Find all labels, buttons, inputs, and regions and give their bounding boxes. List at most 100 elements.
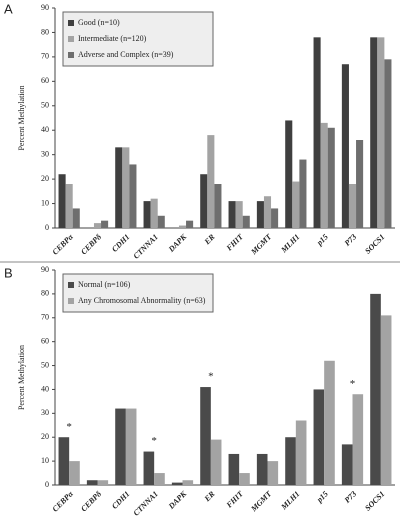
bar: [65, 184, 73, 228]
bar: [235, 201, 243, 228]
y-tick-label: 10: [41, 198, 49, 207]
bar: [200, 387, 211, 485]
y-tick-label: 60: [41, 336, 49, 345]
legend-label: Any Chromosomal Abnormality (n=63): [78, 296, 206, 305]
bar: [178, 225, 187, 228]
bar: [86, 480, 98, 485]
x-tick-label: MLH1: [279, 232, 302, 255]
bar: [348, 184, 357, 228]
annotation: *: [208, 371, 214, 383]
bar: [341, 444, 353, 485]
x-tick-label: SOCS1: [363, 489, 386, 512]
bar: [210, 439, 222, 485]
bar: [154, 473, 165, 485]
y-tick-label: 80: [41, 289, 49, 298]
y-tick-label: 40: [41, 384, 49, 393]
bar: [150, 198, 158, 228]
legend-label: Adverse and Complex (n=39): [78, 50, 174, 59]
bar: [101, 220, 109, 228]
bar: [299, 159, 307, 228]
y-tick-label: 30: [41, 149, 49, 158]
legend-swatch: [68, 298, 74, 304]
legend-swatch: [68, 36, 74, 42]
bar: [263, 196, 272, 228]
bar: [143, 451, 155, 485]
bar: [58, 174, 66, 228]
bar: [295, 420, 307, 485]
annotation: *: [151, 435, 157, 447]
x-tick-label: FHIT: [224, 489, 246, 511]
bar: [370, 293, 381, 485]
x-tick-label: p15: [314, 489, 330, 505]
bar: [143, 201, 151, 228]
y-tick-label: 80: [41, 27, 49, 36]
x-tick-label: CDH1: [110, 232, 131, 253]
legend-label: Intermediate (n=120): [78, 34, 147, 43]
legend-label: Normal (n=106): [78, 280, 131, 289]
y-tick-label: 60: [41, 76, 49, 85]
legend-label: Good (n=10): [78, 18, 120, 27]
x-tick-label: DAPK: [166, 232, 189, 255]
annotation: *: [350, 378, 356, 390]
bar: [384, 59, 392, 229]
y-tick-label: 20: [41, 174, 49, 183]
bar: [186, 220, 194, 228]
bar: [122, 147, 130, 228]
y-axis-label: Percent Methylation: [17, 85, 26, 150]
x-tick-label: CTNNA1: [132, 232, 160, 260]
y-tick-label: 50: [41, 101, 49, 110]
x-tick-label: P73: [343, 232, 358, 247]
panel-label: B: [4, 265, 13, 280]
y-tick-label: 70: [41, 313, 49, 322]
bar: [377, 37, 385, 229]
bar: [171, 482, 183, 485]
x-tick-label: CEBPδ: [79, 232, 103, 256]
bar: [207, 135, 215, 228]
x-tick-label: CEBPα: [51, 489, 76, 514]
x-tick-label: CTNNA1: [132, 489, 160, 517]
y-tick-label: 30: [41, 408, 49, 417]
y-tick-label: 50: [41, 360, 49, 369]
bar: [292, 181, 300, 228]
bar: [285, 437, 296, 485]
bar: [182, 480, 194, 485]
bar: [271, 208, 279, 228]
x-tick-label: DAPK: [166, 489, 189, 512]
bar: [356, 140, 364, 228]
bar: [72, 208, 80, 228]
y-tick-label: 20: [41, 432, 49, 441]
y-tick-label: 70: [41, 52, 49, 61]
bar: [157, 215, 165, 228]
bar: [242, 215, 250, 228]
x-tick-label: MLH1: [279, 489, 302, 512]
x-tick-label: FHIT: [224, 232, 246, 254]
x-tick-label: P73: [343, 489, 358, 504]
y-tick-label: 40: [41, 125, 49, 134]
bar: [239, 473, 250, 485]
x-tick-label: CDH1: [110, 489, 131, 510]
legend-box: [62, 11, 214, 67]
legend-box: [62, 273, 214, 313]
bar: [58, 437, 70, 485]
bar: [97, 480, 109, 485]
bar: [256, 453, 268, 485]
bar: [341, 64, 349, 228]
bar: [285, 120, 293, 228]
x-tick-label: p15: [314, 232, 330, 248]
legend-swatch: [68, 52, 74, 58]
bar: [125, 408, 137, 485]
bar: [370, 37, 378, 229]
bar: [352, 394, 364, 485]
bar: [327, 127, 335, 228]
bar: [313, 389, 325, 485]
y-tick-label: 0: [45, 480, 49, 489]
legend-swatch: [68, 20, 74, 26]
bar: [228, 453, 240, 485]
y-axis-label: Percent Methylation: [17, 345, 26, 410]
y-tick-label: 90: [41, 265, 49, 274]
legend-swatch: [68, 282, 74, 288]
y-tick-label: 0: [45, 223, 49, 232]
bar: [93, 223, 102, 228]
